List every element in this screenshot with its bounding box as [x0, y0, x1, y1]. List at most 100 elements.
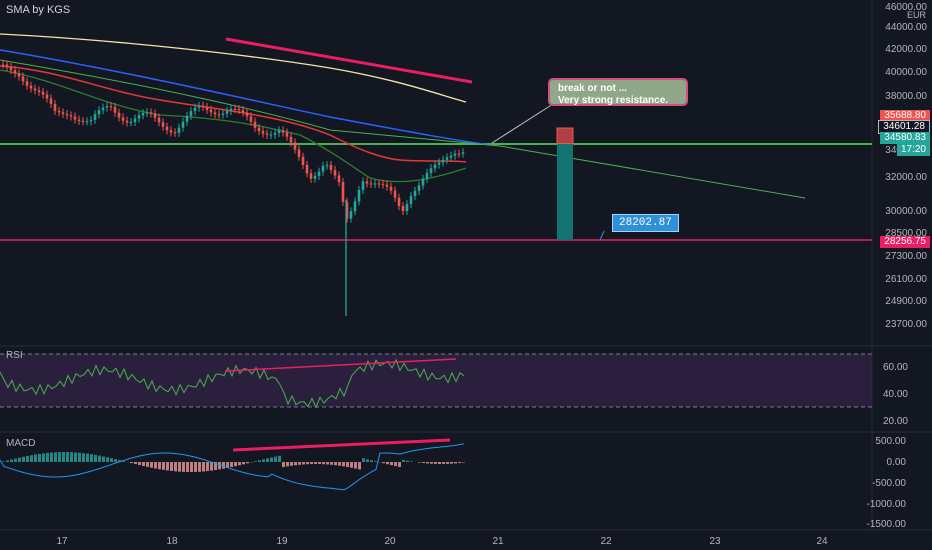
- time-tick-label: 19: [276, 536, 288, 547]
- candle-body: [405, 204, 409, 211]
- macd-histogram-bar: [154, 462, 157, 469]
- rsi-tick-label: 40.00: [883, 389, 908, 400]
- macd-histogram-bar: [150, 462, 153, 468]
- candle-body: [1, 64, 5, 66]
- macd-histogram-bar: [282, 462, 285, 468]
- candle-body: [73, 116, 77, 120]
- target-price-tag[interactable]: 28202.87: [612, 214, 679, 232]
- candle-body: [181, 121, 185, 128]
- macd-histogram-bar: [238, 462, 241, 466]
- price-tick-label: 38000.00: [885, 91, 927, 102]
- macd-histogram-bar: [274, 456, 277, 462]
- macd-tick-label: -1000.00: [867, 499, 907, 510]
- macd-histogram-bar: [322, 462, 325, 465]
- candle-body: [461, 152, 465, 154]
- macd-histogram-bar: [402, 459, 405, 462]
- macd-histogram-bar: [318, 462, 321, 465]
- candle-body: [289, 136, 293, 143]
- macd-histogram-bar: [142, 462, 145, 466]
- candle-body: [333, 169, 337, 176]
- macd-histogram-bar: [326, 462, 329, 465]
- candle-body: [81, 121, 85, 123]
- macd-histogram-bar: [410, 461, 413, 462]
- candle-body: [361, 181, 365, 190]
- candle-body: [185, 115, 189, 122]
- sma-200-line: [0, 33, 467, 103]
- macd-histogram-bar: [74, 452, 77, 462]
- rsi-band: [0, 354, 872, 407]
- macd-histogram-bar: [46, 452, 49, 462]
- time-tick-label: 17: [56, 536, 68, 547]
- candle-body: [225, 111, 229, 114]
- macd-histogram-bar: [94, 454, 97, 462]
- macd-histogram-bar: [462, 462, 465, 463]
- candle-body: [241, 110, 245, 113]
- candle-body: [209, 109, 213, 113]
- callout-line2: Very strong resistance.: [558, 95, 669, 106]
- macd-histogram-bar: [346, 462, 349, 468]
- candle-body: [305, 164, 309, 174]
- candle-body: [205, 107, 209, 110]
- time-tick-label: 23: [709, 536, 721, 547]
- candle-body: [313, 175, 317, 179]
- rsi-pane-label: RSI: [6, 350, 23, 361]
- candle-body: [409, 196, 413, 205]
- macd-histogram-bar: [246, 462, 249, 464]
- price-tick-label: 24900.00: [885, 296, 927, 307]
- macd-histogram-bar: [430, 462, 433, 464]
- rsi-tick-label: 20.00: [883, 416, 908, 427]
- tag-pointer: [599, 230, 605, 241]
- time-tick-label: 18: [166, 536, 178, 547]
- candle-body: [389, 186, 393, 191]
- candle-body: [325, 164, 329, 166]
- macd-histogram-bar: [286, 462, 289, 467]
- candle-body: [421, 178, 425, 186]
- macd-histogram-bar: [338, 462, 341, 466]
- candle-body: [373, 183, 377, 185]
- candle-body: [129, 121, 133, 123]
- price-tick-label: 44000.00: [885, 22, 927, 33]
- candle-body: [157, 117, 161, 123]
- macd-histogram-bar: [82, 453, 85, 462]
- macd-histogram-bar: [138, 462, 141, 466]
- candle-body: [57, 110, 61, 113]
- candle-body: [277, 130, 281, 133]
- candle-body: [457, 153, 461, 155]
- candle-body: [13, 70, 17, 74]
- price-badge: 35688.80: [880, 110, 930, 122]
- macd-histogram-bar: [122, 461, 125, 462]
- macd-histogram-bar: [198, 462, 201, 472]
- candle-body: [189, 111, 193, 116]
- candle-body: [5, 64, 9, 67]
- macd-histogram-bar: [86, 453, 89, 462]
- candle-body: [437, 162, 441, 165]
- candle-body: [229, 108, 233, 112]
- macd-histogram-bar: [30, 455, 33, 462]
- macd-histogram-bar: [162, 462, 165, 470]
- candle-body: [173, 132, 177, 134]
- resistance-callout[interactable]: break or not ... Very strong resistance.: [548, 78, 688, 106]
- candle-body: [133, 118, 137, 122]
- macd-histogram-bar: [174, 462, 177, 472]
- callout-pointer: [491, 103, 554, 144]
- macd-histogram-bar: [230, 462, 233, 468]
- macd-histogram-bar: [270, 457, 273, 462]
- candle-body: [121, 117, 125, 121]
- macd-histogram-bar: [374, 461, 377, 462]
- time-tick-label: 20: [384, 536, 396, 547]
- candle-body: [53, 103, 57, 111]
- candle-body: [45, 94, 49, 99]
- price-badge: 17:20: [896, 144, 930, 156]
- macd-histogram-bar: [134, 462, 137, 465]
- price-tick-label: 42000.00: [885, 44, 927, 55]
- candle-body: [89, 119, 93, 122]
- macd-histogram-bar: [186, 462, 189, 472]
- target-box: [557, 144, 573, 240]
- price-badge: 34580.83: [880, 132, 930, 144]
- candle-body: [269, 134, 273, 136]
- price-badge: 28256.75: [880, 236, 930, 248]
- candle-body: [317, 171, 321, 176]
- candle-body: [9, 66, 13, 71]
- macd-histogram-bar: [298, 462, 301, 465]
